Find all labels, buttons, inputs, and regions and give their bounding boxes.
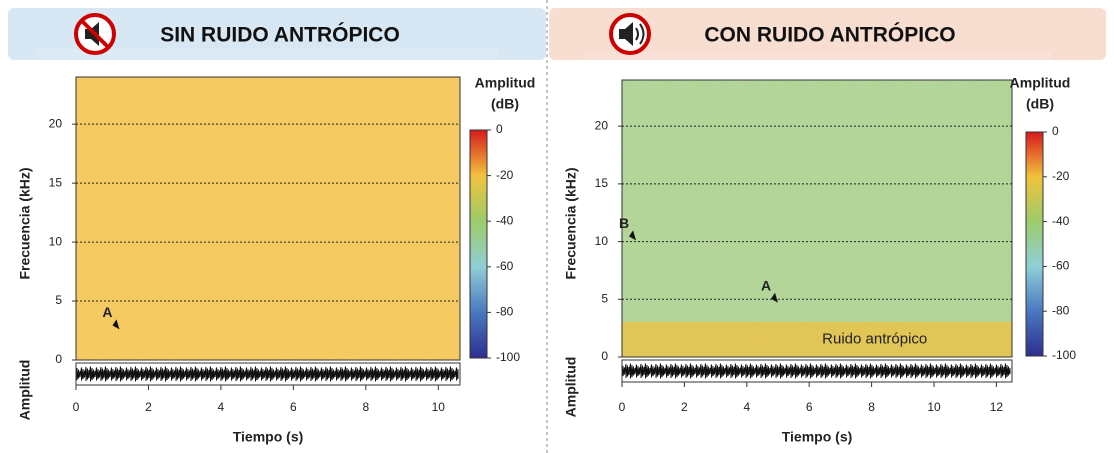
- y-tick-label: 0: [55, 352, 62, 366]
- amplitude-label: Amplitud: [17, 360, 33, 421]
- colorbar-tick-label: 0: [496, 122, 503, 136]
- annotation-label: A: [761, 277, 771, 293]
- x-tick-label: 10: [927, 400, 941, 414]
- colorbar-tick-label: 0: [1052, 124, 1059, 138]
- colorbar: [1025, 131, 1044, 357]
- colorbar-tick-label: -100: [496, 350, 520, 364]
- colorbar-tick-label: -60: [496, 259, 514, 273]
- y-tick-label: 5: [601, 291, 608, 305]
- waveform: [76, 366, 459, 382]
- x-tick-label: 0: [73, 400, 80, 414]
- annotation-label: A: [102, 304, 112, 320]
- annotation-arrow: [629, 230, 637, 241]
- y-tick-label: 10: [49, 234, 63, 248]
- header-box: [549, 8, 1106, 60]
- colorbar: [469, 129, 488, 359]
- y-tick-label: 5: [55, 293, 62, 307]
- spectrogram-noise: [76, 77, 460, 360]
- sound-icon: [609, 13, 651, 55]
- colorbar-title: Amplitud: [1010, 75, 1071, 91]
- colorbar-tick-label: -40: [496, 213, 514, 227]
- colorbar-tick-label: -20: [496, 168, 514, 182]
- x-axis-label: Tiempo (s): [233, 429, 304, 445]
- header-box: [8, 8, 546, 60]
- plot-frame: [621, 79, 1013, 358]
- annotation-label: B: [619, 215, 629, 231]
- x-axis-label: Tiempo (s): [782, 429, 853, 445]
- colorbar-tick-label: -100: [1052, 348, 1076, 362]
- y-tick-label: 20: [595, 118, 609, 132]
- spectrogram-noise: [622, 80, 1012, 357]
- annotation-arrow: [771, 292, 778, 303]
- x-tick-label: 8: [868, 400, 875, 414]
- x-tick-label: 8: [362, 400, 369, 414]
- x-tick-label: 6: [806, 400, 813, 414]
- x-tick-label: 10: [432, 400, 446, 414]
- x-tick-label: 2: [681, 400, 688, 414]
- colorbar-title: Amplitud: [475, 75, 536, 91]
- y-tick-label: 15: [49, 175, 63, 189]
- x-tick-label: 6: [290, 400, 297, 414]
- annotation-arrow: [112, 319, 120, 330]
- x-tick-label: 4: [218, 400, 225, 414]
- x-tick-label: 0: [619, 400, 626, 414]
- panel-title: SIN RUIDO ANTRÓPICO: [160, 23, 400, 47]
- panel-title: CON RUIDO ANTRÓPICO: [704, 23, 955, 47]
- y-axis-label: Frecuencia (kHz): [17, 167, 33, 279]
- y-tick-label: 10: [595, 234, 609, 248]
- x-tick-label: 12: [990, 400, 1004, 414]
- colorbar-tick-label: -20: [1052, 169, 1070, 183]
- x-tick-label: 2: [145, 400, 152, 414]
- y-tick-label: 0: [601, 349, 608, 363]
- colorbar-title: (dB): [491, 96, 519, 112]
- x-tick-label: 4: [743, 400, 750, 414]
- waveform: [622, 363, 1011, 379]
- colorbar-tick-label: -40: [1052, 214, 1070, 228]
- noise-band: [622, 322, 1012, 357]
- colorbar-title: (dB): [1026, 96, 1054, 112]
- y-axis-label: Frecuencia (kHz): [563, 167, 579, 279]
- y-tick-label: 15: [595, 176, 609, 190]
- colorbar-tick-label: -60: [1052, 259, 1070, 273]
- colorbar-tick-label: -80: [1052, 303, 1070, 317]
- plot-frame: [75, 76, 461, 361]
- colorbar-tick-label: -80: [496, 305, 514, 319]
- annotation-label: Ruido antrópico: [822, 331, 927, 348]
- y-tick-label: 20: [49, 116, 63, 130]
- amplitude-label: Amplitud: [563, 357, 579, 418]
- mute-icon: [74, 13, 116, 55]
